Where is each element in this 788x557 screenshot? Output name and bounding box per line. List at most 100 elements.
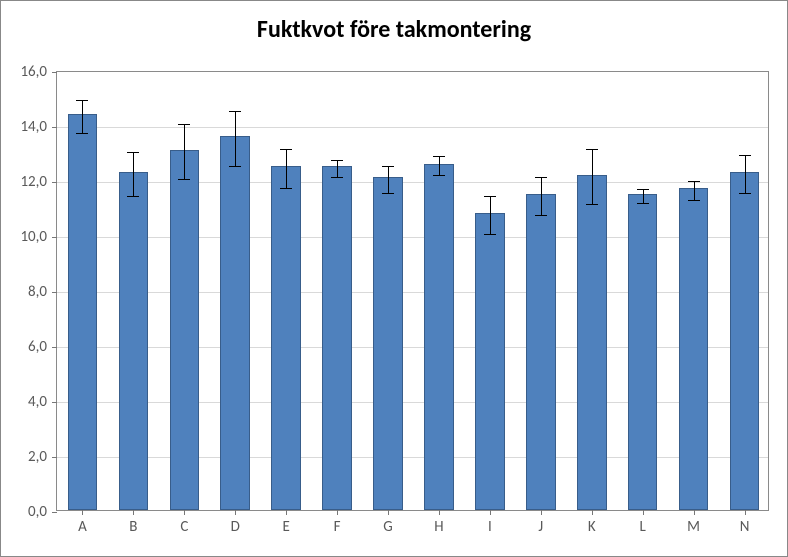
error-cap <box>637 189 649 190</box>
error-cap <box>637 203 649 204</box>
bar-A <box>68 114 98 510</box>
error-cap <box>433 175 445 176</box>
error-bar <box>592 149 593 204</box>
y-tick <box>52 512 57 513</box>
x-tick <box>286 510 287 515</box>
x-axis-label: E <box>283 518 290 536</box>
bar-I <box>475 213 505 510</box>
grid-line <box>57 127 768 128</box>
y-tick <box>52 127 57 128</box>
error-cap <box>229 111 241 112</box>
error-bar <box>541 177 542 216</box>
bar-E <box>271 166 301 510</box>
error-cap <box>229 166 241 167</box>
grid-line <box>57 182 768 183</box>
x-tick <box>745 510 746 515</box>
error-bar <box>184 124 185 179</box>
error-cap <box>586 149 598 150</box>
y-tick <box>52 402 57 403</box>
x-axis-label: D <box>231 518 240 536</box>
error-bar <box>694 181 695 200</box>
error-bar <box>286 149 287 188</box>
error-bar <box>643 189 644 203</box>
x-tick <box>643 510 644 515</box>
y-axis-label: 14,0 <box>20 118 47 136</box>
y-tick <box>52 347 57 348</box>
error-cap <box>739 155 751 156</box>
x-tick <box>490 510 491 515</box>
error-cap <box>178 179 190 180</box>
x-axis-label: J <box>538 518 543 536</box>
x-tick <box>337 510 338 515</box>
x-tick <box>592 510 593 515</box>
y-axis-label: 2,0 <box>28 448 47 466</box>
x-tick <box>388 510 389 515</box>
x-tick <box>439 510 440 515</box>
error-bar <box>133 152 134 196</box>
bar-C <box>170 150 200 510</box>
error-bar <box>439 156 440 175</box>
y-axis-label: 8,0 <box>28 283 47 301</box>
error-cap <box>739 193 751 194</box>
chart-container: Fuktkvot före takmontering 0,02,04,06,08… <box>0 0 788 557</box>
bar-G <box>373 177 403 510</box>
grid-line <box>57 237 768 238</box>
error-cap <box>280 188 292 189</box>
chart-title: Fuktkvot före takmontering <box>1 15 787 44</box>
bar-F <box>322 166 352 510</box>
plot-area: 0,02,04,06,08,010,012,014,016,0ABCDEFGHI… <box>56 71 769 511</box>
error-cap <box>178 124 190 125</box>
bar-B <box>119 172 149 510</box>
x-tick <box>184 510 185 515</box>
bar-K <box>577 175 607 511</box>
error-cap <box>331 160 343 161</box>
error-cap <box>76 100 88 101</box>
grid-line <box>57 457 768 458</box>
error-cap <box>127 152 139 153</box>
x-axis-label: H <box>434 518 443 536</box>
y-tick <box>52 182 57 183</box>
y-tick <box>52 237 57 238</box>
error-bar <box>82 100 83 133</box>
y-axis-label: 6,0 <box>28 338 47 356</box>
x-axis-label: I <box>488 518 492 536</box>
y-tick <box>52 457 57 458</box>
bar-H <box>424 164 454 511</box>
bar-M <box>679 188 709 510</box>
x-axis-label: L <box>640 518 646 536</box>
error-bar <box>490 196 491 235</box>
x-tick <box>694 510 695 515</box>
error-cap <box>586 204 598 205</box>
error-cap <box>535 177 547 178</box>
x-axis-label: B <box>129 518 137 536</box>
error-bar <box>235 111 236 166</box>
error-bar <box>337 160 338 177</box>
y-tick <box>52 292 57 293</box>
error-cap <box>331 177 343 178</box>
y-tick <box>52 72 57 73</box>
y-axis-label: 16,0 <box>20 63 47 81</box>
error-cap <box>484 196 496 197</box>
x-axis-label: F <box>334 518 341 536</box>
error-bar <box>745 155 746 194</box>
y-axis-label: 4,0 <box>28 393 47 411</box>
error-cap <box>688 181 700 182</box>
x-tick <box>541 510 542 515</box>
error-cap <box>535 215 547 216</box>
error-cap <box>76 133 88 134</box>
x-tick <box>133 510 134 515</box>
grid-line <box>57 347 768 348</box>
x-axis-label: N <box>740 518 750 536</box>
grid-line <box>57 402 768 403</box>
error-bar <box>388 166 389 194</box>
x-axis-label: G <box>383 518 392 536</box>
x-axis-label: C <box>180 518 188 536</box>
error-cap <box>382 166 394 167</box>
error-cap <box>433 156 445 157</box>
bar-J <box>526 194 556 510</box>
x-tick <box>235 510 236 515</box>
bar-D <box>220 136 250 510</box>
error-cap <box>382 193 394 194</box>
error-cap <box>127 196 139 197</box>
x-axis-label: K <box>588 518 596 536</box>
